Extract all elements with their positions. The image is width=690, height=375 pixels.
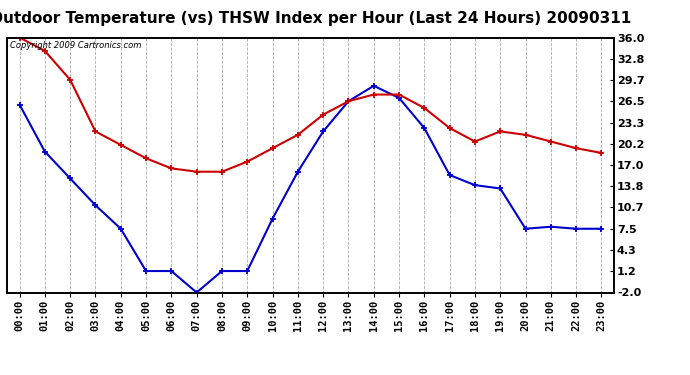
Text: Outdoor Temperature (vs) THSW Index per Hour (Last 24 Hours) 20090311: Outdoor Temperature (vs) THSW Index per …: [0, 11, 631, 26]
Text: Copyright 2009 Cartronics.com: Copyright 2009 Cartronics.com: [10, 41, 141, 50]
